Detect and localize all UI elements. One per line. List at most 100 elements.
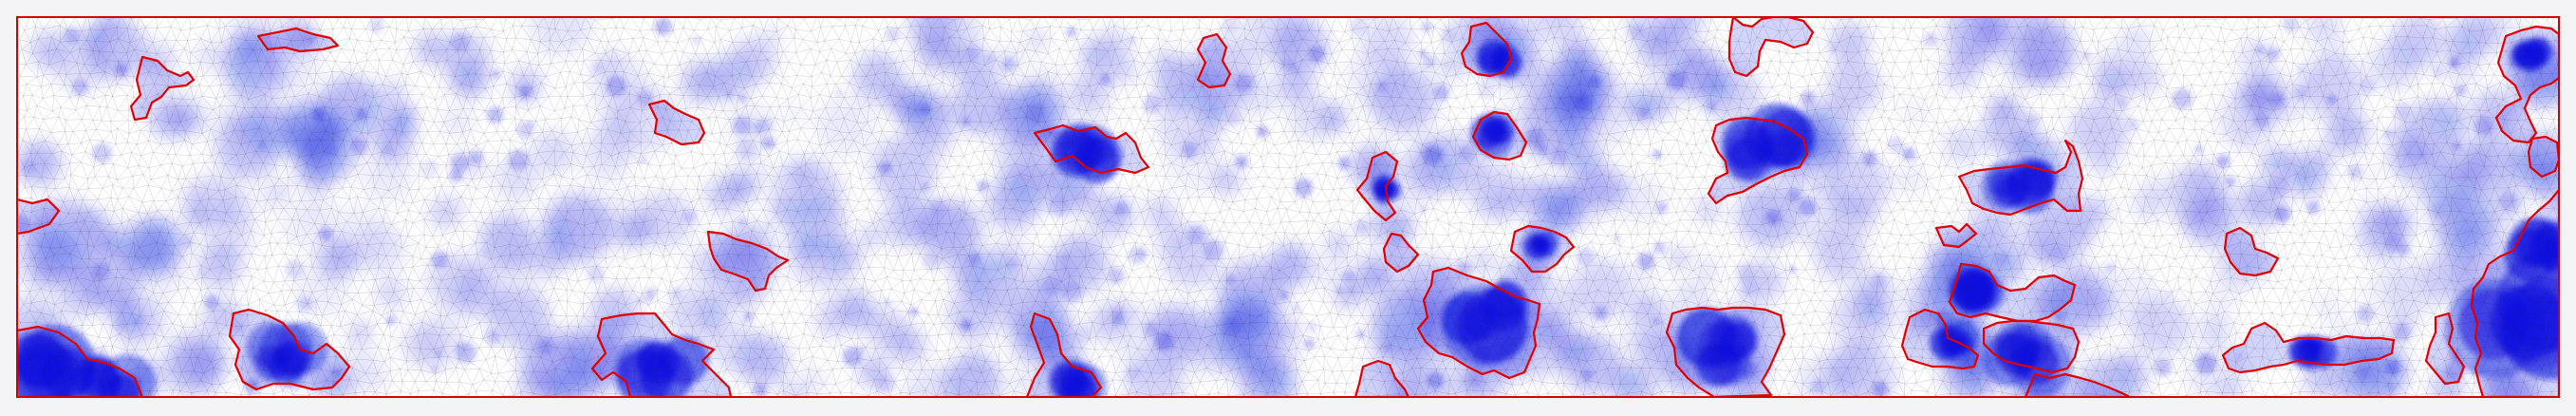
field-spot	[1222, 17, 1240, 35]
contour-region	[2223, 226, 2280, 277]
field-blob	[891, 329, 926, 364]
contour-region	[1196, 32, 1232, 89]
field-blob	[2111, 357, 2151, 397]
field-spot	[1204, 239, 1224, 260]
field-spot	[1902, 147, 1916, 161]
contour-region	[1025, 312, 1103, 397]
field-blob	[1288, 93, 1335, 141]
contour-region	[1382, 232, 1420, 274]
field-spot	[2473, 117, 2493, 136]
field-spot	[1100, 74, 1111, 85]
field-spot	[2470, 356, 2490, 376]
field-core	[1757, 108, 1816, 168]
field-spot	[1872, 381, 1888, 397]
field-core	[2297, 336, 2322, 362]
field-spot	[2194, 144, 2203, 154]
field-spot	[2081, 51, 2091, 61]
field-blob	[1613, 369, 1660, 397]
field-spot	[139, 103, 145, 109]
field-blob	[533, 340, 598, 397]
field-blob	[2097, 267, 2160, 330]
field-spot	[325, 144, 338, 157]
field-blob	[668, 287, 722, 342]
field-spot	[2268, 176, 2289, 197]
field-spot	[1524, 128, 1545, 148]
field-spot	[1427, 371, 1445, 389]
field-spot	[1549, 148, 1568, 167]
field-spot	[64, 27, 81, 44]
field-spot	[738, 218, 745, 225]
contour-region	[1982, 319, 2081, 374]
field-spot	[1739, 278, 1758, 297]
field-spot	[1336, 287, 1344, 294]
field-blob	[355, 223, 407, 274]
field-spot	[1994, 251, 2009, 267]
field-spot	[1061, 281, 1083, 303]
field-blob	[1555, 330, 1588, 364]
field-blob	[1116, 60, 1142, 85]
field-spot	[1652, 240, 1667, 255]
field-blob	[2455, 197, 2513, 255]
field-blob	[84, 18, 147, 80]
field-spot	[2051, 246, 2069, 264]
field-spot	[751, 122, 764, 135]
field-core	[1676, 308, 1737, 368]
field-spot	[2234, 350, 2245, 361]
field-spot	[2393, 323, 2411, 342]
field-spot	[2172, 88, 2193, 110]
contour-region	[2470, 188, 2559, 397]
field-spot	[909, 307, 919, 316]
field-blob	[361, 148, 414, 202]
field-spot	[2356, 305, 2374, 323]
field-spot	[1711, 331, 1718, 337]
field-blob	[1162, 229, 1221, 288]
field-spot	[922, 182, 930, 191]
field-spot	[2282, 17, 2299, 33]
contour-region	[1353, 359, 1410, 397]
field-blob	[925, 129, 955, 160]
field-blob	[1027, 29, 1047, 50]
contour-region	[1948, 262, 2077, 323]
field-spot	[491, 69, 500, 79]
field-blob	[194, 39, 227, 72]
field-spot	[20, 160, 37, 177]
field-spot	[1048, 196, 1069, 217]
field-blob	[184, 205, 210, 231]
field-blob	[97, 17, 121, 35]
field-spot	[1991, 356, 2000, 365]
threshold-contours	[17, 17, 2559, 397]
field-blob	[2326, 111, 2369, 153]
field-spot	[965, 46, 981, 61]
field-spot	[180, 235, 196, 249]
field-spot	[968, 252, 981, 266]
field-spot	[2163, 292, 2171, 299]
field-spot	[1111, 312, 1124, 325]
field-spot	[1593, 305, 1609, 321]
field-spot	[692, 35, 701, 46]
field-spot	[669, 287, 682, 300]
field-spot	[1666, 70, 1686, 90]
field-blob	[729, 152, 771, 194]
field-spot	[1655, 201, 1668, 214]
field-spot	[879, 161, 891, 175]
field-spot	[1115, 201, 1129, 216]
field-spot	[1576, 246, 1595, 265]
field-spot	[2269, 91, 2287, 108]
field-blob	[890, 198, 936, 243]
field-blob	[2079, 197, 2109, 227]
field-spot	[2499, 192, 2519, 211]
field-blob	[2006, 17, 2069, 65]
field-spot	[369, 18, 384, 33]
field-spot	[1801, 90, 1816, 105]
field-spot	[1354, 329, 1366, 340]
field-spot	[984, 52, 996, 64]
field-blob	[219, 90, 273, 143]
field-spot	[1736, 263, 1754, 281]
field-spot	[743, 312, 754, 322]
field-blob	[792, 233, 821, 262]
field-spot	[319, 227, 332, 241]
field-blob	[2383, 125, 2420, 162]
field-blob	[182, 343, 225, 385]
field-spot	[1063, 138, 1076, 151]
field-blob	[141, 43, 177, 78]
